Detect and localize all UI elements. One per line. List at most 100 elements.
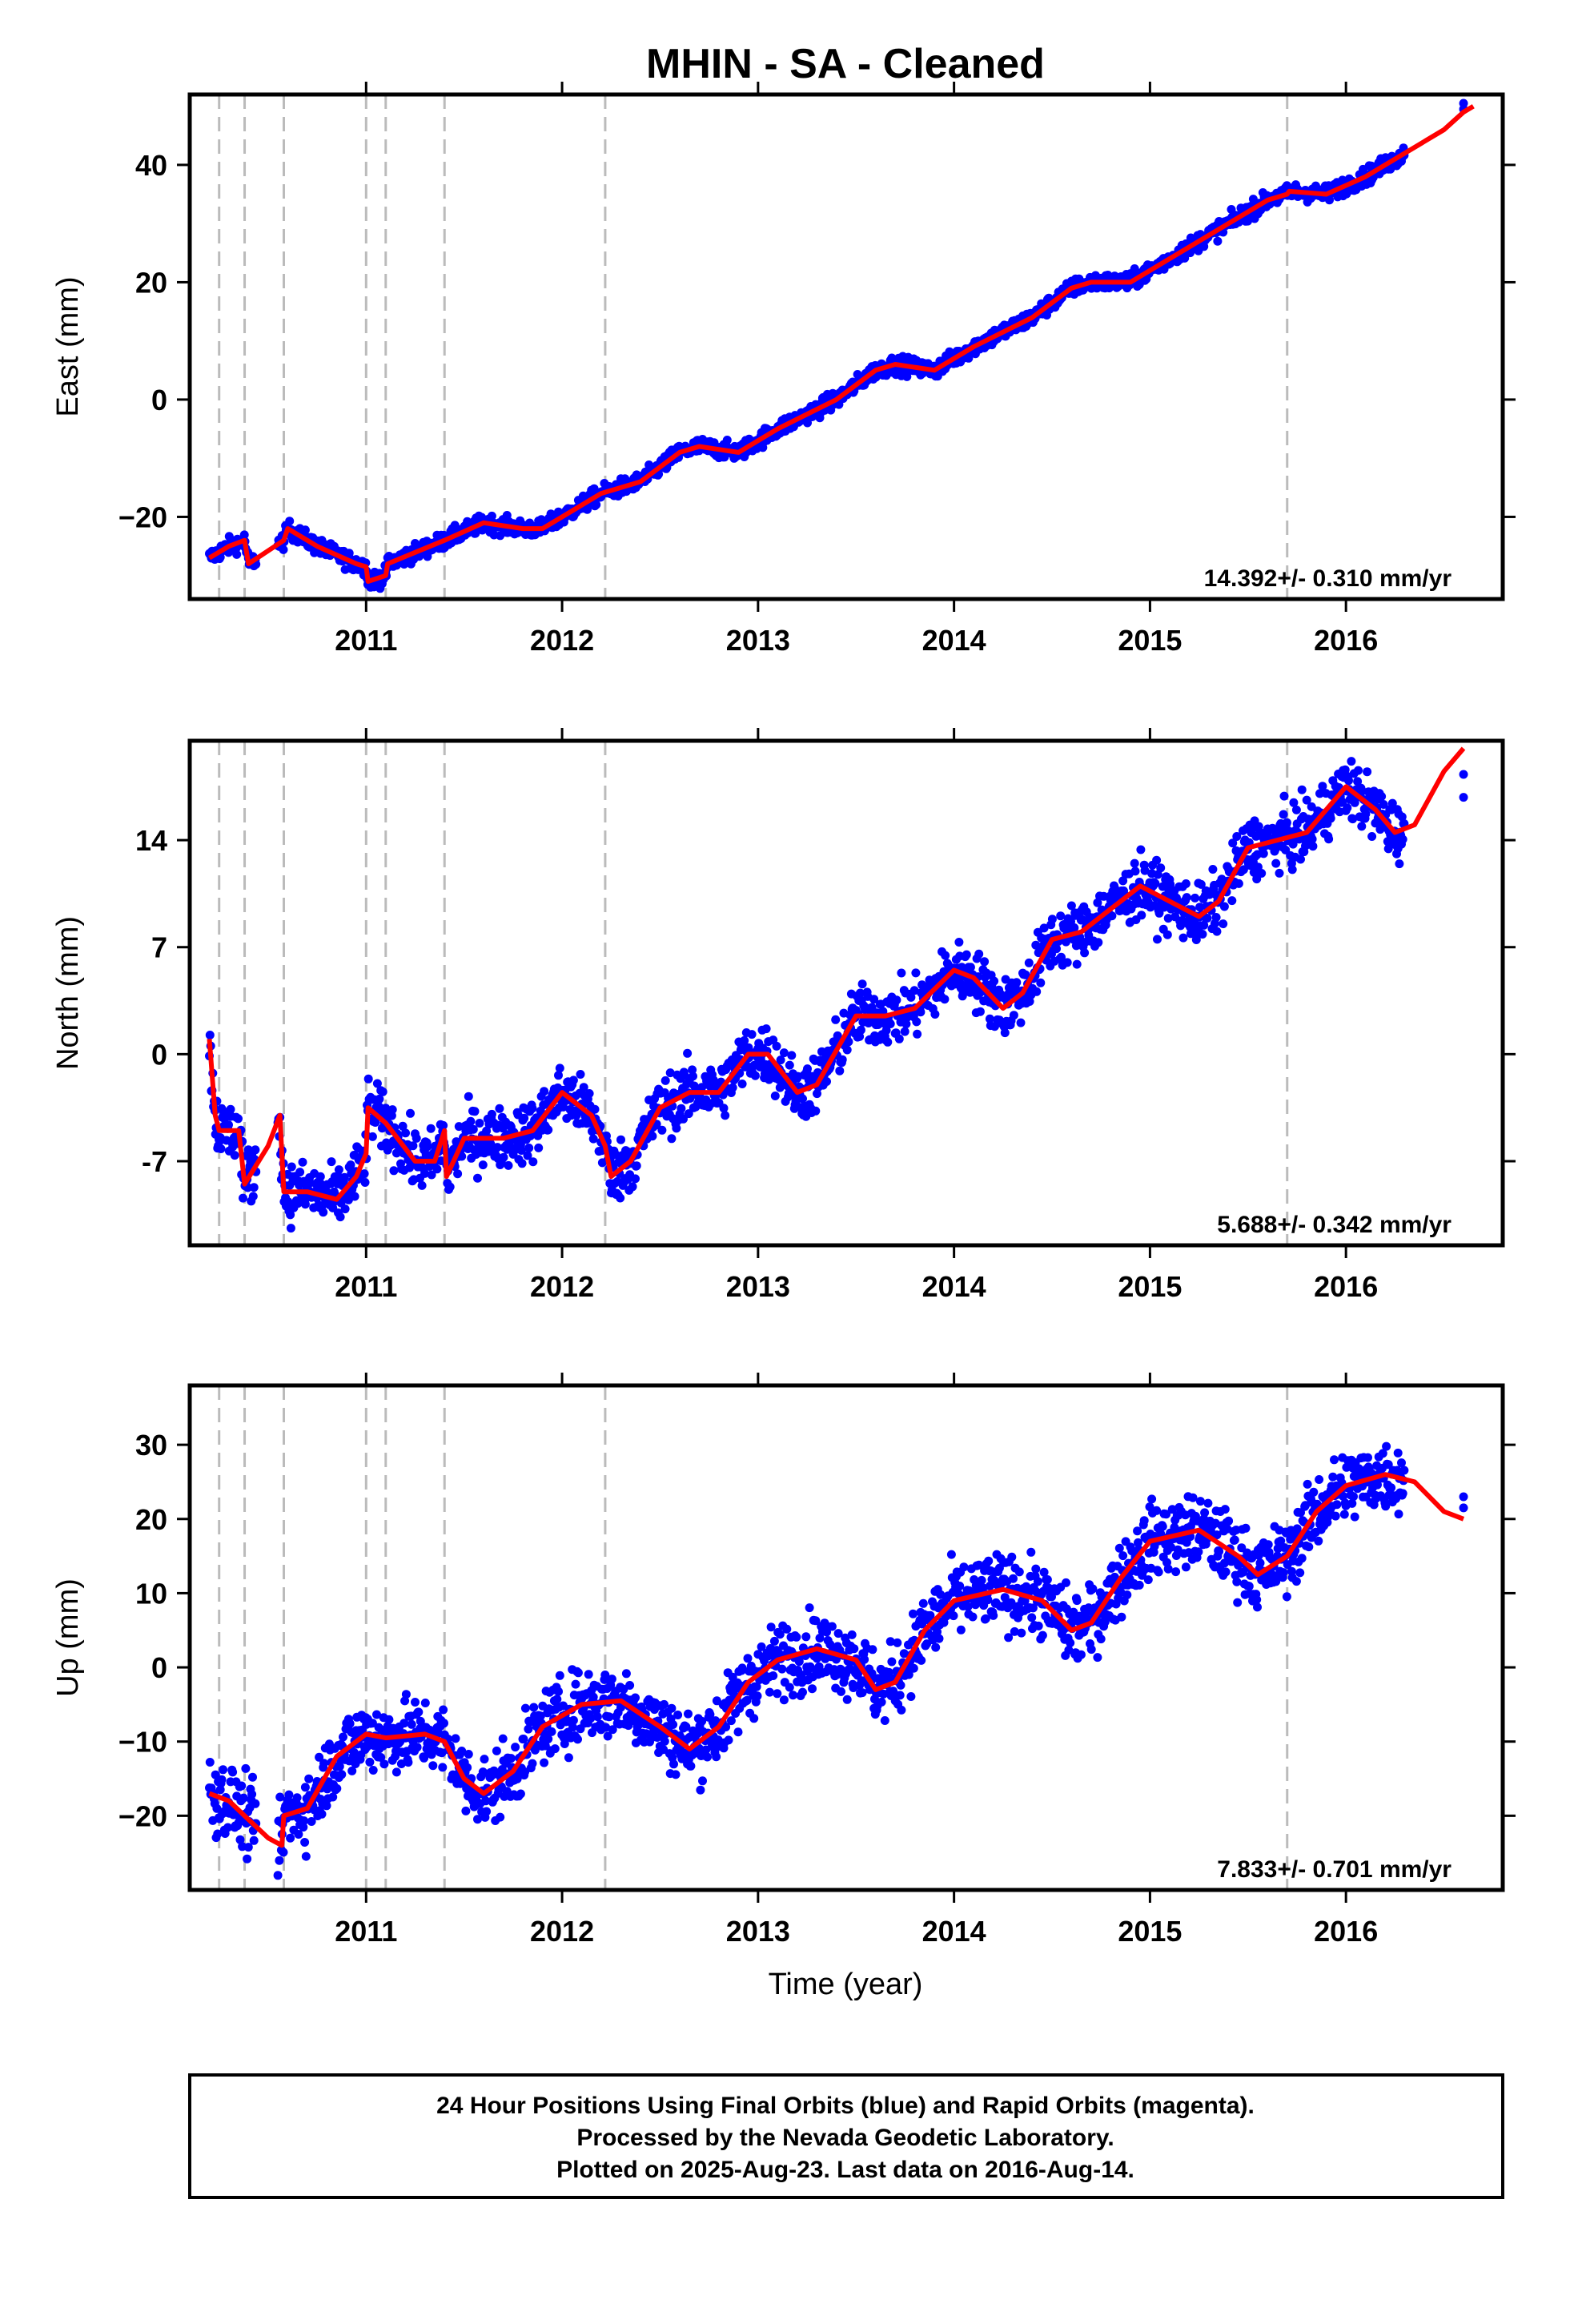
data-point (528, 1157, 538, 1167)
data-point (552, 1695, 562, 1704)
x-tick-label: 2012 (530, 624, 594, 657)
data-point (801, 1632, 811, 1642)
data-point (372, 1710, 381, 1719)
data-point (842, 1695, 852, 1704)
data-point (1395, 859, 1404, 869)
data-point (1302, 795, 1311, 805)
data-point (657, 1125, 667, 1135)
data-point (1070, 923, 1079, 932)
data-point (782, 1624, 792, 1634)
data-point (498, 1734, 508, 1743)
data-point (1357, 822, 1367, 831)
data-point (1361, 809, 1371, 818)
data-point (909, 1609, 917, 1618)
data-point (1088, 1584, 1098, 1594)
data-point (226, 1104, 235, 1114)
data-point (1038, 1630, 1047, 1640)
data-point (568, 1076, 578, 1085)
data-point (705, 1710, 715, 1719)
data-point (379, 1759, 389, 1769)
data-point (677, 1104, 686, 1113)
data-point (438, 1763, 448, 1772)
data-point (417, 1180, 427, 1190)
data-point (481, 1796, 491, 1806)
data-point (770, 1092, 780, 1100)
data-point (733, 1727, 743, 1737)
data-point (463, 1763, 472, 1772)
data-point (787, 1051, 797, 1060)
data-point (913, 1029, 922, 1039)
data-point (956, 1625, 966, 1634)
data-point (1195, 1497, 1205, 1506)
data-point (773, 1689, 782, 1699)
data-point (1122, 1590, 1132, 1599)
x-tick-label: 2011 (335, 624, 397, 657)
data-point (616, 1193, 625, 1203)
data-point (1354, 766, 1363, 775)
data-point (506, 1754, 516, 1763)
data-point (473, 1815, 482, 1824)
data-point (827, 1622, 837, 1631)
data-point (1211, 913, 1221, 922)
data-point (471, 529, 480, 538)
data-point (811, 1106, 821, 1116)
x-tick-label: 2014 (922, 624, 986, 657)
data-point (1377, 792, 1387, 801)
data-point (885, 1667, 893, 1677)
data-point (897, 1705, 906, 1715)
data-point (573, 1668, 583, 1678)
data-point (1118, 876, 1128, 886)
data-point (524, 1724, 533, 1734)
data-point (1154, 908, 1164, 918)
data-point (1163, 914, 1173, 923)
data-point (631, 1174, 640, 1184)
data-point (363, 1074, 373, 1084)
data-point (1039, 923, 1049, 933)
data-point (740, 1035, 749, 1045)
data-point (1086, 1645, 1096, 1655)
data-point (349, 1747, 359, 1757)
data-point (511, 1743, 520, 1752)
data-point (1259, 849, 1268, 858)
data-point (1459, 793, 1468, 802)
data-point (554, 1687, 563, 1696)
data-point (536, 1711, 545, 1721)
data-point (765, 1687, 774, 1697)
data-point (880, 1716, 889, 1725)
data-point (451, 1734, 460, 1743)
data-point (1150, 879, 1160, 888)
data-point (1009, 1574, 1018, 1583)
data-point (401, 1690, 411, 1699)
data-point (660, 1699, 669, 1709)
data-point (1198, 930, 1207, 939)
data-point (555, 1671, 564, 1680)
data-point (523, 1151, 532, 1160)
data-point (906, 992, 916, 1002)
data-point (785, 1683, 794, 1692)
data-point (883, 1037, 893, 1047)
data-point (684, 1109, 693, 1119)
data-point (304, 1774, 314, 1783)
data-point (1227, 896, 1237, 906)
data-point (1107, 911, 1117, 921)
data-point (540, 1758, 549, 1767)
data-point (337, 1770, 347, 1779)
data-point (588, 1692, 598, 1702)
data-point (1000, 1028, 1010, 1038)
data-point (977, 1575, 986, 1585)
data-point (1308, 842, 1318, 851)
data-point (632, 1161, 641, 1171)
data-point (835, 1066, 845, 1076)
model-fit-line (207, 746, 1466, 1202)
data-point (412, 1743, 422, 1752)
data-point (307, 1817, 316, 1826)
data-point (860, 1655, 869, 1664)
data-point (586, 1714, 596, 1723)
data-point (496, 1812, 505, 1822)
data-point (1163, 1564, 1173, 1574)
data-point (794, 1657, 804, 1667)
data-point (1133, 1526, 1142, 1536)
data-point (1057, 952, 1066, 962)
y-axis-label: North (mm) (51, 916, 85, 1070)
